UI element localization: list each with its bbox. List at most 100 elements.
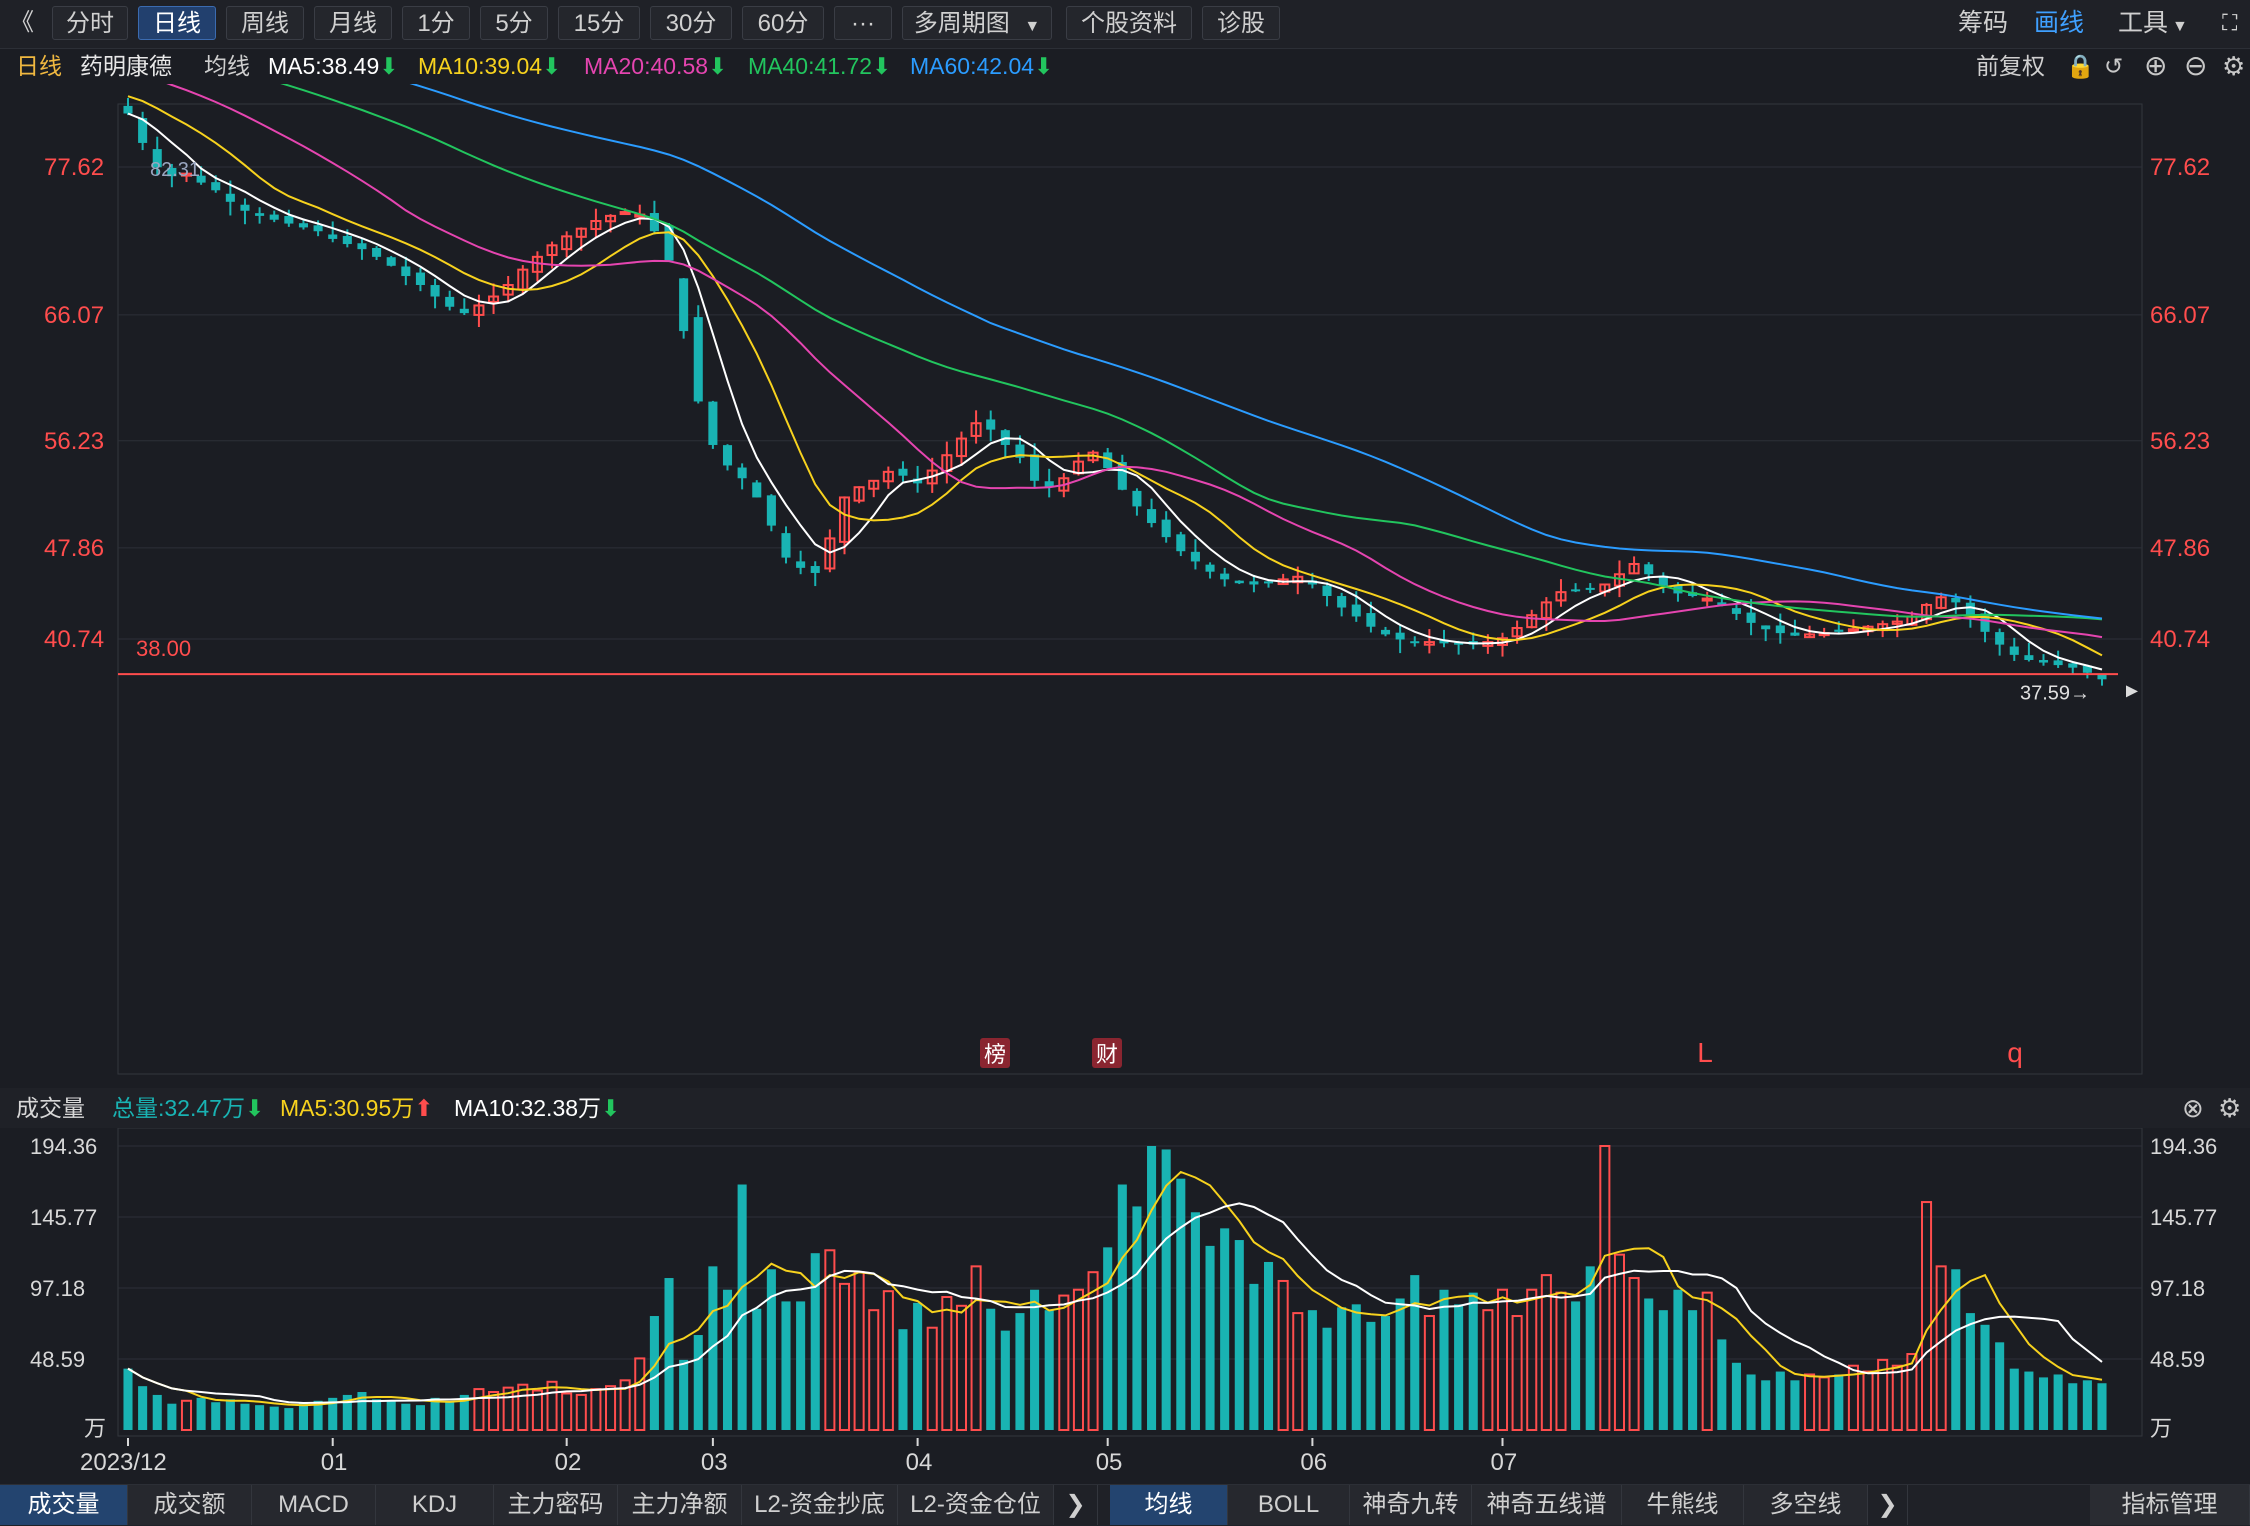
volume-bar [693, 1335, 703, 1430]
period-tab-daily[interactable]: 日线 [138, 6, 216, 40]
undo-icon[interactable]: ↺ [2104, 53, 2124, 79]
chip-button[interactable]: 筹码 [1958, 9, 2009, 37]
candle-body [1044, 481, 1054, 488]
stock-name[interactable]: 药明康德 [80, 53, 172, 79]
candle-body [561, 235, 573, 251]
candle-body [838, 496, 851, 543]
volume-bar [1511, 1315, 1523, 1431]
arrow-down-icon: ⬇ [542, 53, 562, 79]
volume-bar [619, 1379, 631, 1432]
avg-label[interactable]: 均线 [204, 53, 250, 79]
event-marker-bang[interactable]: 榜 [980, 1038, 1010, 1068]
volume-bar [1292, 1312, 1304, 1431]
tab-bull-bear[interactable]: 牛熊线 [1622, 1485, 1744, 1525]
multi-period-dropdown[interactable]: 多周期图 ▼ [902, 6, 1052, 40]
candle-body [664, 225, 674, 261]
volume-tick-right: 48.59 [2150, 1347, 2205, 1372]
date-label: 07 [1490, 1449, 1517, 1476]
candle-body [1015, 444, 1025, 458]
top-toolbar: 《 分时 日线 周线 月线 1分 5分 15分 30分 60分 ··· 多周期图… [0, 0, 2250, 49]
tab-volume[interactable]: 成交量 [0, 1485, 128, 1525]
volume-bar [926, 1326, 938, 1431]
tab-boll[interactable]: BOLL [1228, 1485, 1350, 1525]
candle-body [2097, 674, 2107, 680]
volume-chart[interactable]: 194.36 194.36 145.77 145.77 97.18 97.18 48.59 4… [0, 1128, 2250, 1438]
period-tab-5min[interactable]: 5分 [480, 6, 548, 40]
tools-menu[interactable]: 工具 ▼ [2118, 6, 2188, 40]
volume-bar [298, 1402, 308, 1430]
period-tab-monthly[interactable]: 月线 [314, 6, 392, 40]
stock-info-button[interactable]: 个股资料 [1066, 6, 1192, 40]
volume-bar [1030, 1289, 1040, 1430]
period-tab-30min[interactable]: 30分 [650, 6, 732, 40]
period-tab-weekly[interactable]: 周线 [226, 6, 304, 40]
period-tab-timeshare[interactable]: 分时 [52, 6, 128, 40]
volume-bar [1599, 1145, 1611, 1431]
tab-macd[interactable]: MACD [252, 1485, 376, 1525]
fullscreen-icon[interactable]: ⛶ [2222, 10, 2238, 35]
event-marker-cai[interactable]: 财 [1092, 1038, 1122, 1068]
volume-bar [459, 1394, 469, 1430]
candle-body [1205, 564, 1215, 572]
close-indicator-icon[interactable]: ⊗ [2182, 1093, 2204, 1123]
tab-l2-bottom[interactable]: L2-资金抄底 [742, 1485, 898, 1525]
draw-line-button[interactable]: 画线 [2034, 9, 2085, 37]
tab-long-short[interactable]: 多空线 [1744, 1485, 1868, 1525]
tab-magic-nine[interactable]: 神奇九转 [1350, 1485, 1472, 1525]
volume-bar [970, 1265, 982, 1431]
candlestick-chart[interactable]: 77.62 77.62 66.07 66.07 56.23 56.23 47.86 47.86… [0, 84, 2250, 1084]
volume-bar [1877, 1358, 1889, 1431]
diagnose-button[interactable]: 诊股 [1202, 6, 1280, 40]
caret-down-icon: ▼ [2172, 18, 2188, 35]
volume-bar [722, 1289, 733, 1430]
tab-kdj[interactable]: KDJ [376, 1485, 494, 1525]
tab-ma[interactable]: 均线 [1110, 1485, 1228, 1525]
volume-bar [955, 1304, 967, 1431]
indicator-settings-gear-icon[interactable]: ⚙ [2218, 1093, 2242, 1123]
tab-l2-position[interactable]: L2-资金仓位 [898, 1485, 1054, 1525]
volume-bar [1526, 1288, 1538, 1431]
event-marker-q[interactable]: q [2007, 1037, 2023, 1068]
settings-gear-icon[interactable]: ⚙ [2222, 51, 2246, 81]
price-tick-left: 47.86 [44, 535, 104, 562]
volume-bar [561, 1392, 573, 1431]
volume-bar [590, 1388, 602, 1432]
period-tab-15min[interactable]: 15分 [558, 6, 640, 40]
zoom-out-icon[interactable]: ⊖ [2184, 50, 2208, 81]
tab-main-net[interactable]: 主力净额 [618, 1485, 742, 1525]
scroll-right-icon[interactable]: ❯ [1054, 1485, 1098, 1525]
candle-body [1103, 452, 1113, 469]
volume-bar [1585, 1266, 1595, 1430]
volume-bar [138, 1386, 148, 1430]
scroll-right-icon[interactable]: ❯ [1868, 1485, 1908, 1525]
volume-bar [167, 1403, 177, 1430]
volume-bars [123, 1145, 2107, 1432]
volume-title[interactable]: 成交量 [16, 1095, 85, 1121]
candle-body [180, 172, 193, 177]
chevron-down-icon: ▼ [1024, 18, 1041, 35]
price-tick-right: 40.74 [2150, 626, 2210, 653]
volume-bar [2009, 1368, 2019, 1430]
lock-icon[interactable]: 🔒 [2066, 53, 2095, 79]
volume-bar [605, 1385, 617, 1431]
more-periods-button[interactable]: ··· [834, 6, 892, 40]
adjust-mode[interactable]: 前复权 [1976, 53, 2045, 79]
volume-bar [445, 1402, 455, 1430]
tab-main-code[interactable]: 主力密码 [494, 1485, 618, 1525]
tab-turnover[interactable]: 成交额 [128, 1485, 252, 1525]
volume-bar [853, 1271, 865, 1431]
period-tab-60min[interactable]: 60分 [742, 6, 824, 40]
volume-bar [386, 1400, 396, 1430]
period-tab-1min[interactable]: 1分 [402, 6, 470, 40]
tab-magic-five[interactable]: 神奇五线谱 [1472, 1485, 1622, 1525]
volume-bar [1058, 1294, 1070, 1431]
candle-body [386, 257, 396, 266]
collapse-left-icon[interactable]: 《 [10, 9, 34, 36]
volume-bar [1161, 1149, 1171, 1430]
zoom-in-icon[interactable]: ⊕ [2144, 50, 2168, 81]
candle-body [313, 225, 323, 232]
event-marker-l[interactable]: L [1697, 1037, 1713, 1068]
candle-body [649, 213, 659, 232]
indicator-manage-button[interactable]: 指标管理 [2090, 1485, 2250, 1525]
volume-bar [342, 1394, 352, 1430]
